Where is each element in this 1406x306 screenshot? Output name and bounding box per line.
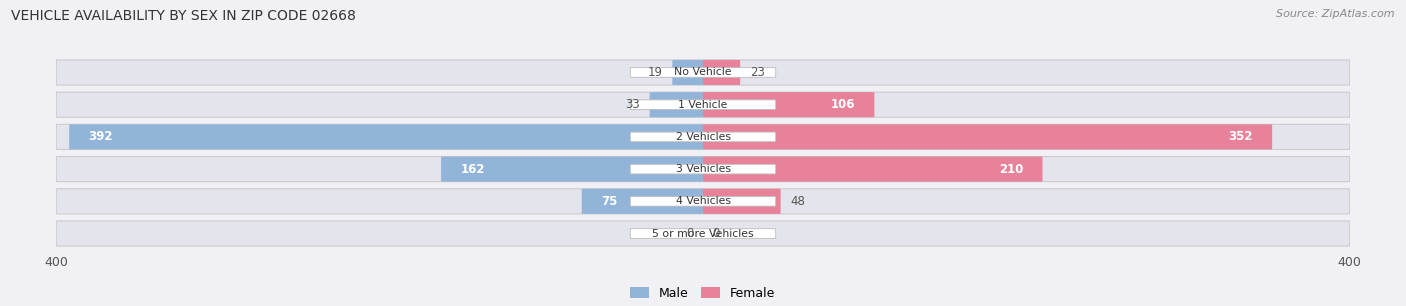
FancyBboxPatch shape xyxy=(630,164,776,174)
Text: 162: 162 xyxy=(461,162,485,176)
Text: 75: 75 xyxy=(602,195,617,208)
Text: 2 Vehicles: 2 Vehicles xyxy=(675,132,731,142)
Text: 210: 210 xyxy=(998,162,1024,176)
FancyBboxPatch shape xyxy=(703,157,1043,182)
Text: 3 Vehicles: 3 Vehicles xyxy=(675,164,731,174)
FancyBboxPatch shape xyxy=(672,60,703,85)
Legend: Male, Female: Male, Female xyxy=(630,286,776,300)
FancyBboxPatch shape xyxy=(703,124,1272,149)
FancyBboxPatch shape xyxy=(650,92,703,117)
FancyBboxPatch shape xyxy=(56,189,1350,214)
Text: 392: 392 xyxy=(89,130,112,144)
Text: 0: 0 xyxy=(713,227,720,240)
FancyBboxPatch shape xyxy=(630,100,776,110)
FancyBboxPatch shape xyxy=(703,60,740,85)
Text: 33: 33 xyxy=(626,98,640,111)
FancyBboxPatch shape xyxy=(56,60,1350,85)
Text: 106: 106 xyxy=(831,98,855,111)
Text: No Vehicle: No Vehicle xyxy=(675,68,731,77)
FancyBboxPatch shape xyxy=(56,157,1350,182)
Text: 4 Vehicles: 4 Vehicles xyxy=(675,196,731,206)
Text: 0: 0 xyxy=(686,227,693,240)
FancyBboxPatch shape xyxy=(441,157,703,182)
FancyBboxPatch shape xyxy=(630,132,776,142)
FancyBboxPatch shape xyxy=(56,92,1350,117)
Text: 23: 23 xyxy=(749,66,765,79)
Text: 5 or more Vehicles: 5 or more Vehicles xyxy=(652,229,754,238)
Text: 48: 48 xyxy=(790,195,806,208)
FancyBboxPatch shape xyxy=(56,221,1350,246)
FancyBboxPatch shape xyxy=(582,189,703,214)
FancyBboxPatch shape xyxy=(630,229,776,238)
FancyBboxPatch shape xyxy=(56,124,1350,149)
Text: 352: 352 xyxy=(1229,130,1253,144)
FancyBboxPatch shape xyxy=(69,124,703,149)
FancyBboxPatch shape xyxy=(630,196,776,206)
FancyBboxPatch shape xyxy=(630,68,776,77)
FancyBboxPatch shape xyxy=(703,92,875,117)
Text: VEHICLE AVAILABILITY BY SEX IN ZIP CODE 02668: VEHICLE AVAILABILITY BY SEX IN ZIP CODE … xyxy=(11,9,356,23)
Text: 1 Vehicle: 1 Vehicle xyxy=(678,100,728,110)
Text: 19: 19 xyxy=(648,66,662,79)
FancyBboxPatch shape xyxy=(703,189,780,214)
Text: Source: ZipAtlas.com: Source: ZipAtlas.com xyxy=(1277,9,1395,19)
